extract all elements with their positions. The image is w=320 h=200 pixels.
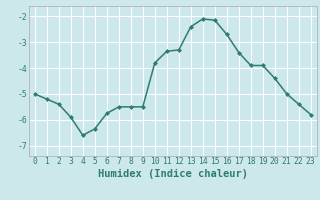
X-axis label: Humidex (Indice chaleur): Humidex (Indice chaleur)	[98, 169, 248, 179]
